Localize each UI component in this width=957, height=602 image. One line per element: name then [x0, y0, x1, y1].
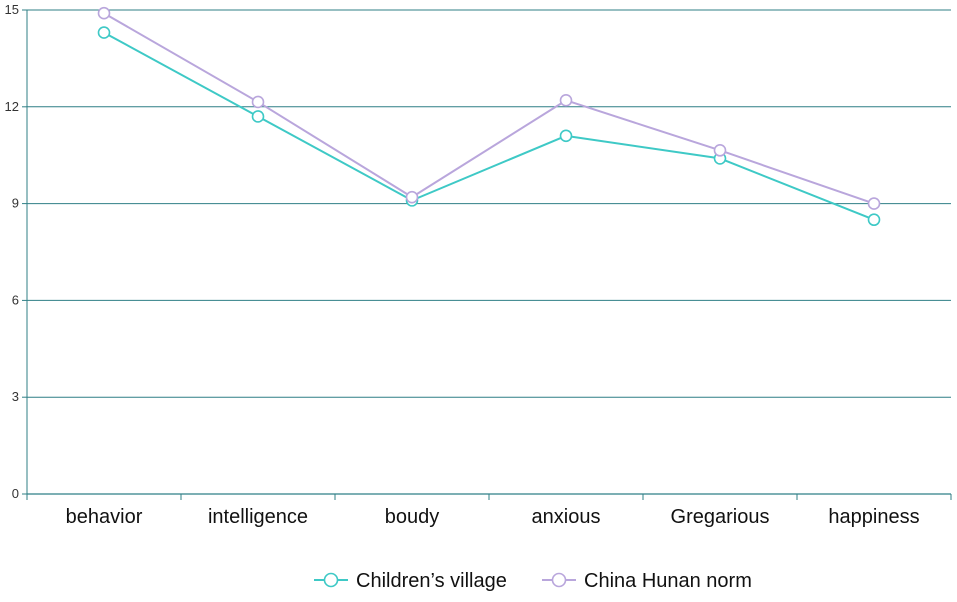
- legend-marker-icon: [551, 572, 567, 588]
- data-point-1-5[interactable]: [867, 197, 881, 210]
- series-0: [97, 26, 881, 227]
- grid-layer: [27, 9, 951, 398]
- legend: Children’s village China Hunan norm: [314, 570, 752, 592]
- data-point-0-1[interactable]: [251, 110, 265, 123]
- legend-marker-icon: [323, 572, 339, 588]
- data-point-0-0[interactable]: [97, 26, 111, 39]
- y-tick-label: 9: [12, 196, 19, 211]
- data-point-1-3[interactable]: [559, 94, 573, 107]
- legend-item-1[interactable]: China Hunan norm: [542, 570, 752, 592]
- data-point-1-1[interactable]: [251, 95, 265, 109]
- series-line-1: [103, 12, 875, 205]
- series-layer: [97, 6, 881, 227]
- x-tick-label-boudy: boudy: [385, 506, 440, 528]
- x-tick-label-anxious: anxious: [532, 506, 601, 528]
- series-line-0: [103, 31, 875, 221]
- y-tick-label: 6: [12, 292, 19, 307]
- x-tick-label-intelligence: intelligence: [208, 506, 308, 528]
- x-tick-label-behavior: behavior: [66, 506, 143, 528]
- data-point-1-2[interactable]: [405, 190, 419, 204]
- y-tick-label: 0: [12, 486, 19, 501]
- data-point-1-0[interactable]: [97, 6, 111, 20]
- data-point-1-4[interactable]: [713, 144, 727, 157]
- y-tick-label: 12: [5, 99, 19, 114]
- legend-label: Children’s village: [356, 570, 507, 592]
- legend-label: China Hunan norm: [584, 570, 752, 592]
- x-tick-label-happiness: happiness: [828, 506, 919, 528]
- y-tick-label: 3: [12, 389, 19, 404]
- axis-layer: [22, 9, 952, 500]
- legend-item-0[interactable]: Children’s village: [314, 570, 507, 592]
- series-1: [97, 6, 881, 210]
- x-tick-labels: behavior intelligence boudy anxious Gregario…: [66, 506, 920, 528]
- data-point-0-3[interactable]: [559, 129, 573, 143]
- x-tick-label-gregarious: Gregarious: [671, 506, 770, 528]
- y-tick-labels: 0 3 6 9 12 15: [5, 2, 19, 501]
- y-tick-label: 15: [5, 2, 19, 17]
- data-point-0-5[interactable]: [867, 213, 881, 227]
